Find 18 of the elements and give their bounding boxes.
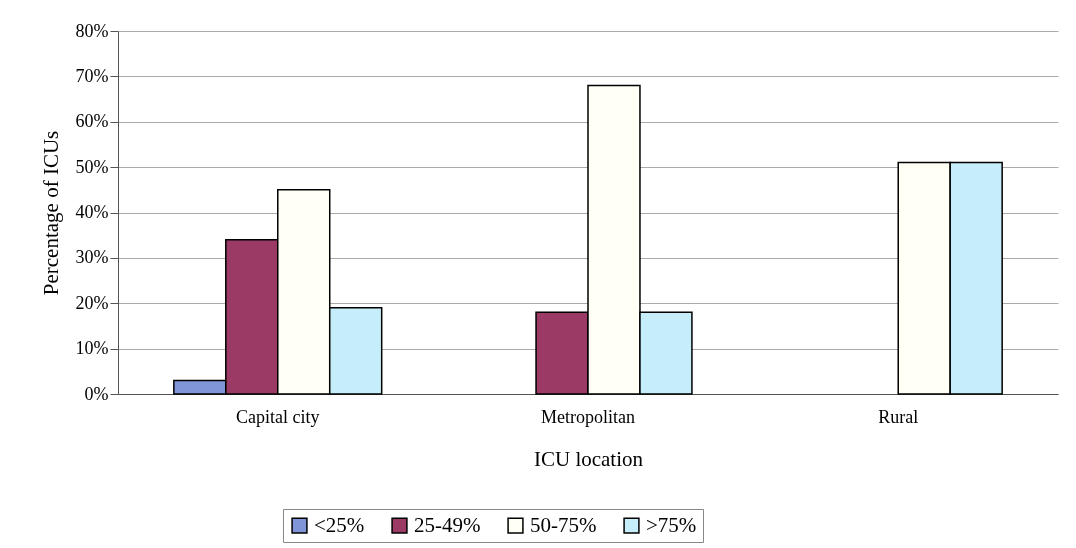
y-tick-label: 60% [75,111,109,132]
legend-label: 50-75% [530,512,597,537]
legend-label: >75% [646,512,697,537]
x-tick-label: Capital city [236,406,320,427]
y-tick-label: 30% [75,247,109,268]
legend-label: 25-49% [414,512,481,537]
y-tick-label: 10% [75,338,109,359]
legend-label: <25% [314,512,365,537]
y-tick-label: 40% [75,202,109,222]
y-tick-label: 70% [75,65,109,86]
y-axis-title: Percentage of ICUs [38,130,63,296]
x-tick-label: Rural [878,406,919,427]
x-tick-label: Metropolitan [541,406,635,427]
y-tick-label: 0% [84,383,109,404]
y-tick-label: 50% [75,156,109,177]
x-axis-title: ICU location [533,446,644,471]
y-tick-label: 20% [75,292,109,313]
y-tick-label: 80% [75,20,109,41]
